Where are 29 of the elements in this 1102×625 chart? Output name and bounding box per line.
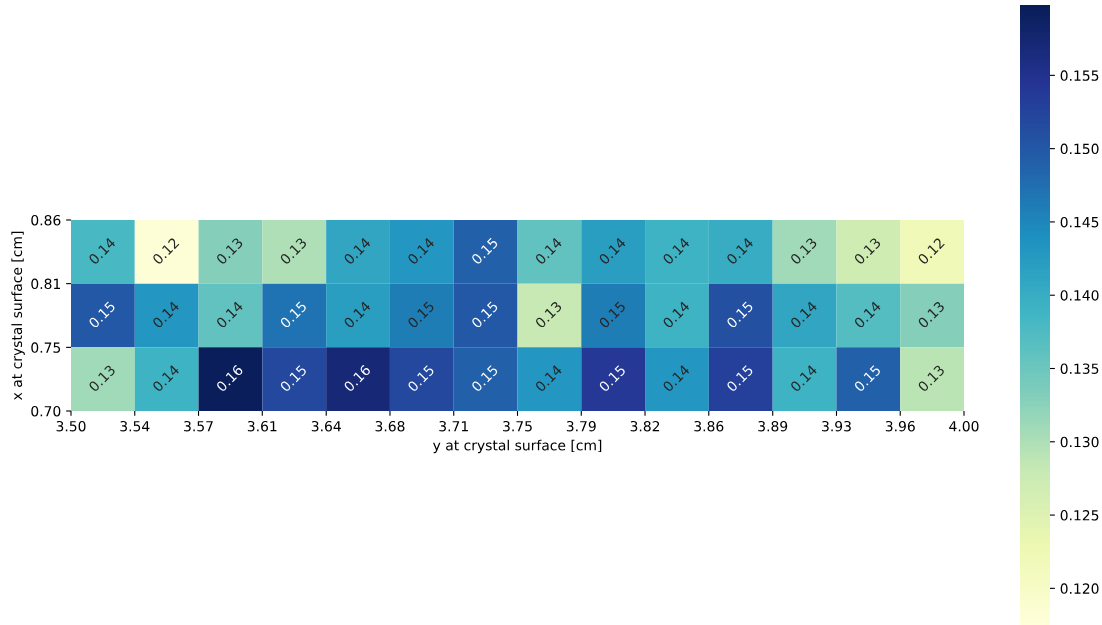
x-tick-label: 3.68 xyxy=(375,420,405,432)
x-tick-label: 3.50 xyxy=(56,420,86,432)
x-tick-label: 3.64 xyxy=(311,420,341,432)
y-tick-label: 0.70 xyxy=(31,405,61,417)
color-bar-label: 0.135 xyxy=(1060,363,1099,374)
x-tick-label: 3.61 xyxy=(247,420,277,432)
x-tick-label: 3.57 xyxy=(184,420,213,432)
x-tick-label: 3.89 xyxy=(758,420,788,432)
y-tick-label: 0.81 xyxy=(31,278,60,290)
x-tick-label: 3.71 xyxy=(439,420,468,432)
x-tick-label: 3.79 xyxy=(566,420,596,432)
color-bar-label: 0.155 xyxy=(1060,70,1099,81)
x-tick-label: 4.00 xyxy=(949,420,979,432)
x-axis-title: y at crystal surface [cm] xyxy=(433,439,602,454)
x-tick-label: 3.86 xyxy=(694,420,724,432)
x-tick-label: 3.75 xyxy=(503,420,532,432)
color-bar-label: 0.130 xyxy=(1060,436,1099,448)
color-bar-label: 0.140 xyxy=(1060,290,1099,301)
color-bar-label: 0.125 xyxy=(1060,510,1099,521)
color-bar-label: 0.145 xyxy=(1060,216,1099,228)
y-tick-label: 0.86 xyxy=(31,214,61,226)
x-tick-label: 3.96 xyxy=(885,420,915,432)
x-tick-label: 3.54 xyxy=(120,420,150,432)
y-tick-label: 0.75 xyxy=(31,342,61,353)
x-tick-label: 3.82 xyxy=(630,420,660,432)
color-bar-label: 0.150 xyxy=(1060,143,1099,155)
x-tick-label: 3.93 xyxy=(822,420,851,432)
y-axis-title: x at crystal surface [cm] xyxy=(11,231,25,400)
color-bar-label: 0.120 xyxy=(1060,583,1099,594)
